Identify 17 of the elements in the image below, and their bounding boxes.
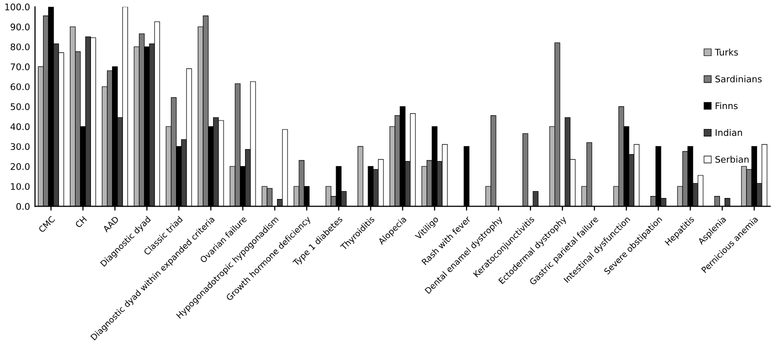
y-tick-label: 80.0 (10, 43, 30, 50)
y-tick-label: 60.0 (10, 83, 30, 90)
y-tick-label: 0.0 (16, 203, 30, 210)
legend-label: Sardinians (715, 75, 762, 82)
x-tick-label: CH (74, 216, 87, 228)
legend-label: Turks (714, 48, 738, 56)
y-tick-label: 20.0 (10, 163, 30, 170)
y-tick-label: 70.0 (10, 63, 30, 70)
y-tick-label: 90.0 (10, 24, 30, 30)
y-tick-label: 30.0 (10, 143, 30, 150)
legend-label: Serbian (715, 156, 749, 163)
y-tick-label: 100.0 (5, 4, 30, 10)
legend-label: Finns (716, 102, 738, 110)
y-tick-label: 40.0 (10, 123, 30, 130)
y-tick-label: 50.0 (10, 103, 30, 110)
y-tick-label: 10.0 (11, 183, 30, 190)
legend-label: Indian (716, 128, 742, 136)
